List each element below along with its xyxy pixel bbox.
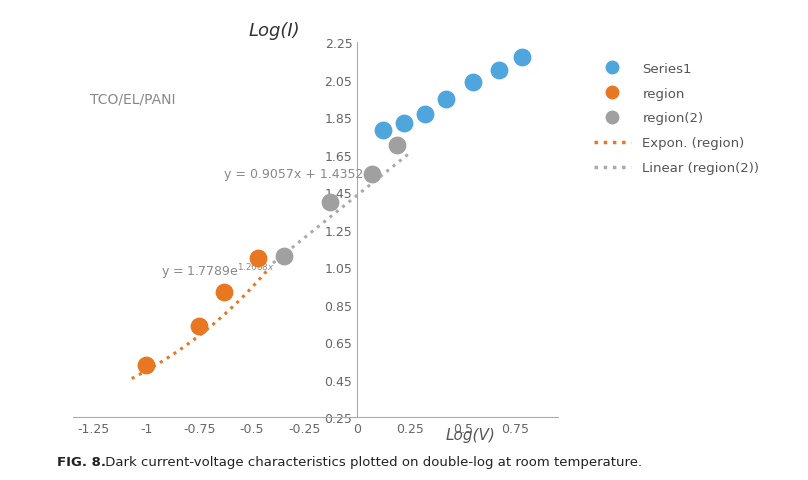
Point — [492, 67, 505, 75]
Text: FIG. 8.: FIG. 8. — [57, 455, 106, 468]
Point — [218, 288, 231, 296]
Legend: Series1, region, region(2), Expon. (region), Linear (region(2)): Series1, region, region(2), Expon. (regi… — [588, 57, 764, 180]
Text: Log(V): Log(V) — [446, 427, 496, 442]
Text: y = 1.7789e$^{1.2688x}$: y = 1.7789e$^{1.2688x}$ — [162, 262, 275, 281]
Point — [193, 322, 206, 330]
Text: y = 0.9057x + 1.4352: y = 0.9057x + 1.4352 — [225, 168, 364, 181]
Point — [467, 79, 480, 86]
Point — [252, 254, 265, 262]
Point — [140, 361, 153, 369]
Point — [365, 170, 378, 178]
Text: TCO/EL/PANI: TCO/EL/PANI — [90, 92, 175, 107]
Text: Log(I): Log(I) — [248, 22, 300, 39]
Point — [277, 253, 290, 261]
Point — [516, 54, 528, 62]
Point — [398, 120, 410, 128]
Text: Dark current-voltage characteristics plotted on double-log at room temperature.: Dark current-voltage characteristics plo… — [101, 455, 642, 468]
Point — [440, 96, 452, 103]
Point — [376, 127, 389, 135]
Point — [323, 199, 336, 206]
Point — [419, 110, 431, 118]
Point — [391, 142, 404, 150]
